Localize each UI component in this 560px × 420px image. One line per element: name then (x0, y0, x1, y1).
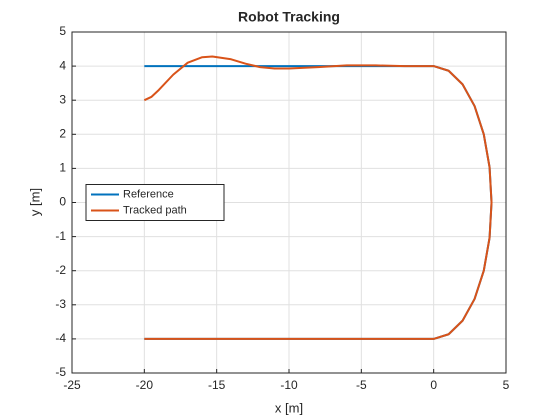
legend-label: Reference (123, 188, 174, 200)
y-tick-label: 5 (59, 24, 66, 38)
y-tick-label: -5 (55, 365, 66, 379)
y-axis-label: y [m] (27, 188, 42, 216)
y-tick-label: 1 (59, 161, 66, 175)
y-tick-label: 2 (59, 126, 66, 140)
y-tick-label: -2 (55, 263, 66, 277)
x-tick-label: 5 (503, 378, 510, 392)
y-tick-label: -4 (55, 331, 66, 345)
y-tick-label: -1 (55, 229, 66, 243)
x-tick-label: -10 (280, 378, 298, 392)
x-axis-label: x [m] (275, 400, 303, 415)
x-tick-label: 0 (430, 378, 437, 392)
legend-label: Tracked path (123, 204, 187, 216)
data-line (143, 55, 493, 340)
legend-box (85, 184, 225, 221)
y-tick-label: -3 (55, 297, 66, 311)
x-tick-label: -15 (208, 378, 226, 392)
x-tick-label: -5 (356, 378, 367, 392)
y-tick-label: 0 (59, 195, 66, 209)
y-tick-label: 4 (59, 58, 66, 72)
plot-frame (71, 31, 507, 374)
y-tick-label: 3 (59, 92, 66, 106)
chart-title: Robot Tracking (238, 9, 340, 25)
legend: Reference Tracked path (85, 184, 225, 221)
x-tick-label: -25 (63, 378, 81, 392)
x-tick-label: -20 (136, 378, 154, 392)
